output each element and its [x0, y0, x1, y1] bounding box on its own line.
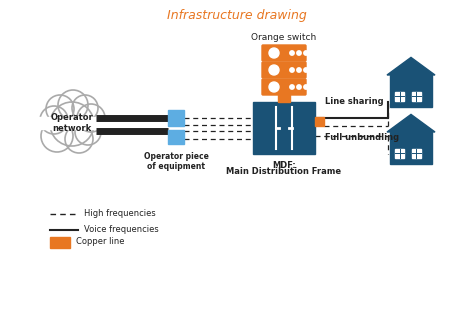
Bar — [278, 92, 290, 102]
Circle shape — [297, 51, 301, 55]
Circle shape — [269, 82, 279, 92]
Circle shape — [72, 95, 98, 121]
Circle shape — [269, 48, 279, 58]
Bar — [168, 110, 184, 126]
Bar — [412, 92, 421, 100]
Circle shape — [46, 95, 74, 123]
Text: Voice frequencies: Voice frequencies — [84, 225, 159, 235]
Polygon shape — [387, 114, 435, 132]
Bar — [50, 237, 70, 248]
FancyBboxPatch shape — [262, 62, 306, 78]
FancyBboxPatch shape — [262, 45, 306, 61]
FancyBboxPatch shape — [262, 79, 306, 95]
Text: Copper line: Copper line — [76, 237, 125, 246]
Circle shape — [297, 68, 301, 72]
Bar — [390, 75, 432, 107]
Bar — [390, 132, 432, 164]
Circle shape — [40, 106, 68, 134]
Circle shape — [290, 51, 294, 55]
Circle shape — [290, 68, 294, 72]
Circle shape — [41, 120, 73, 152]
Text: Main Distribution Frame: Main Distribution Frame — [227, 167, 342, 176]
Circle shape — [304, 68, 308, 72]
Text: Orange switch: Orange switch — [251, 33, 317, 42]
Circle shape — [304, 85, 308, 89]
Circle shape — [65, 125, 93, 153]
Circle shape — [75, 119, 101, 145]
Text: Infrastructure drawing: Infrastructure drawing — [167, 9, 307, 22]
Circle shape — [77, 104, 105, 132]
Bar — [38, 117, 110, 129]
Circle shape — [304, 51, 308, 55]
Circle shape — [297, 85, 301, 89]
Bar — [395, 149, 404, 158]
Text: Line sharing: Line sharing — [325, 97, 383, 106]
Text: High frequencies: High frequencies — [84, 209, 156, 219]
Bar — [168, 130, 184, 144]
Bar — [253, 102, 315, 154]
Text: MDF:: MDF: — [272, 161, 296, 170]
Circle shape — [269, 65, 279, 75]
Circle shape — [50, 102, 94, 146]
Bar — [412, 149, 421, 158]
Text: Operator piece
of equipment: Operator piece of equipment — [144, 152, 209, 171]
Polygon shape — [387, 57, 435, 75]
Text: Full unbundling: Full unbundling — [325, 133, 399, 142]
Circle shape — [290, 85, 294, 89]
Bar — [315, 117, 324, 126]
Circle shape — [58, 90, 88, 120]
Text: Operator
network: Operator network — [51, 113, 93, 133]
Bar — [395, 92, 404, 100]
